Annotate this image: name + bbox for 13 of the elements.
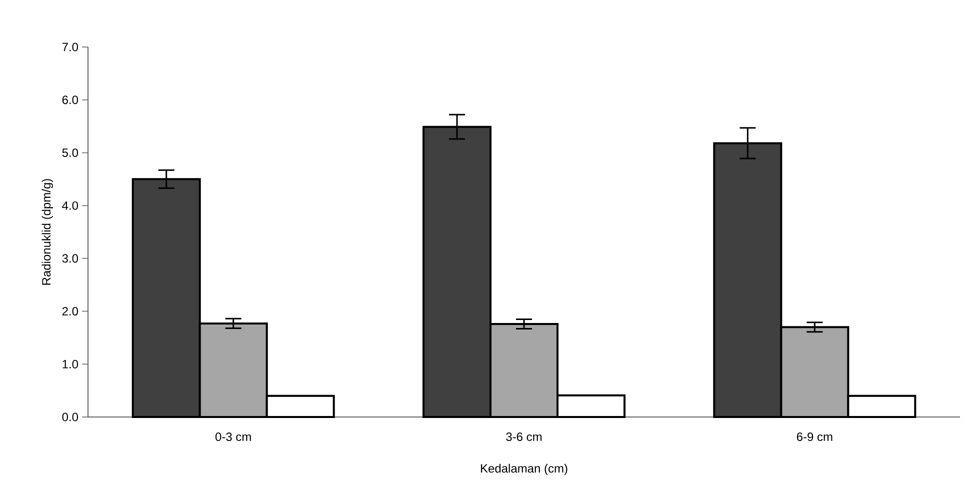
x-axis-title: Kedalaman (cm)	[480, 464, 568, 476]
y-tick-label: 4.0	[62, 201, 78, 210]
y-tick-label: 7.0	[62, 42, 78, 52]
y-tick-label: 6.0	[62, 96, 78, 104]
y-tick-label: 1.0	[62, 360, 78, 368]
x-tick-label: 0-3 cm	[215, 432, 251, 442]
y-tick-label: 3.0	[62, 254, 78, 263]
y-tick-label: 0.0	[62, 412, 78, 422]
y-tick-label: 5.0	[62, 148, 78, 157]
x-tick-label: 3-6 cm	[506, 432, 542, 442]
y-axis-title: Radionuklid (dpm/g)	[42, 179, 53, 285]
y-tick-label: 2.0	[62, 307, 78, 316]
x-tick-label: 6-9 cm	[796, 432, 832, 442]
